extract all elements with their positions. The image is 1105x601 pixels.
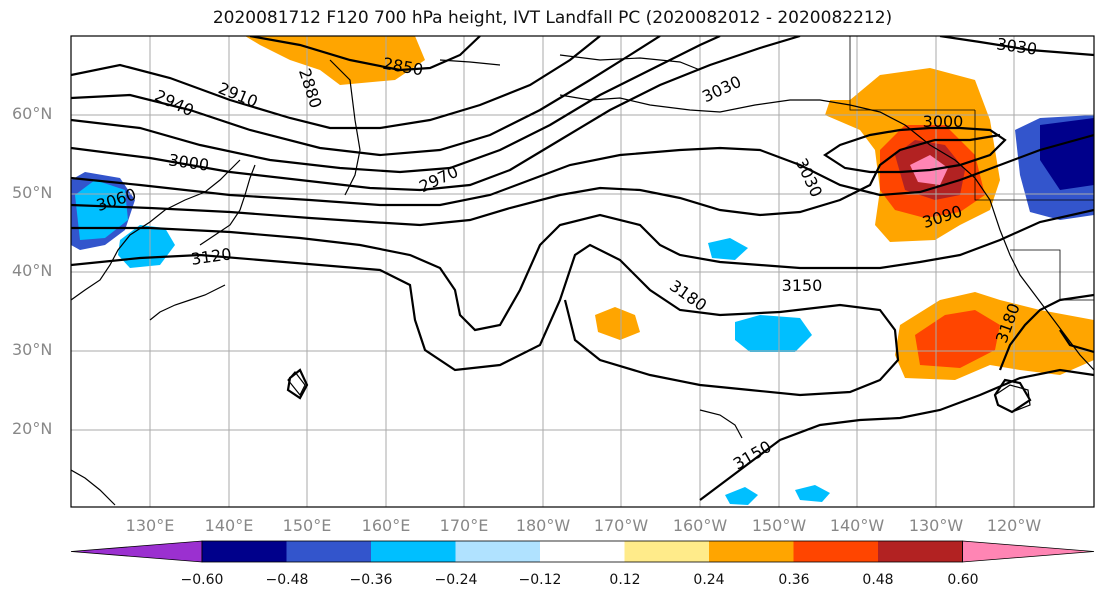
colorbar-tick: −0.48 (265, 572, 309, 588)
lon-label: 130°E (125, 516, 175, 535)
colorbar-tick: 0.60 (947, 572, 979, 588)
map-frame (70, 35, 1095, 508)
lon-label: 150°W (751, 516, 807, 535)
colorbar-swatch (793, 541, 879, 562)
colorbar-swatch (202, 541, 287, 562)
colorbar-extend-low (70, 540, 203, 563)
lat-label: 30°N (12, 340, 53, 359)
colorbar-tick: −0.12 (518, 572, 562, 588)
colorbar-tick: −0.60 (180, 572, 224, 588)
lat-label: 20°N (12, 419, 53, 438)
lon-label: 160°W (672, 516, 728, 535)
contour-label: 3000 (923, 112, 964, 131)
colorbar-tick: 0.48 (862, 572, 894, 588)
lon-label: 130°W (908, 516, 964, 535)
contour-label: 3150 (782, 276, 823, 295)
map-title: 2020081712 F120 700 hPa height, IVT Land… (212, 8, 893, 28)
colorbar-tick: −0.36 (349, 572, 393, 588)
graticule (71, 36, 1094, 507)
height-contours (71, 36, 1094, 501)
coastlines (71, 54, 1094, 506)
lon-label: 140°W (829, 516, 885, 535)
colorbar (70, 540, 1095, 563)
colorbar-tick: 0.36 (778, 572, 810, 588)
lon-label: 120°W (986, 516, 1042, 535)
colorbar-swatch (286, 541, 372, 562)
colorbar-swatch (540, 541, 625, 562)
colorbar-outline (201, 540, 963, 563)
colorbar-swatch (878, 541, 963, 562)
lat-label: 60°N (12, 104, 53, 123)
colorbar-swatch (624, 541, 710, 562)
lon-label: 170°E (439, 516, 489, 535)
lat-label: 50°N (12, 183, 53, 202)
lon-label: 160°E (361, 516, 411, 535)
colorbar-swatch (709, 541, 794, 562)
colorbar-swatch (455, 541, 541, 562)
lon-label: 170°W (593, 516, 649, 535)
colorbar-tick: 0.24 (693, 572, 725, 588)
colorbar-extend-high (962, 540, 1095, 563)
lon-label: 180°W (515, 516, 571, 535)
colorbar-tick: −0.24 (434, 572, 478, 588)
lon-label: 150°E (282, 516, 332, 535)
colorbar-swatch (371, 541, 456, 562)
lat-label: 40°N (12, 261, 53, 280)
colorbar-tick: 0.12 (609, 572, 641, 588)
lon-label: 140°E (204, 516, 254, 535)
